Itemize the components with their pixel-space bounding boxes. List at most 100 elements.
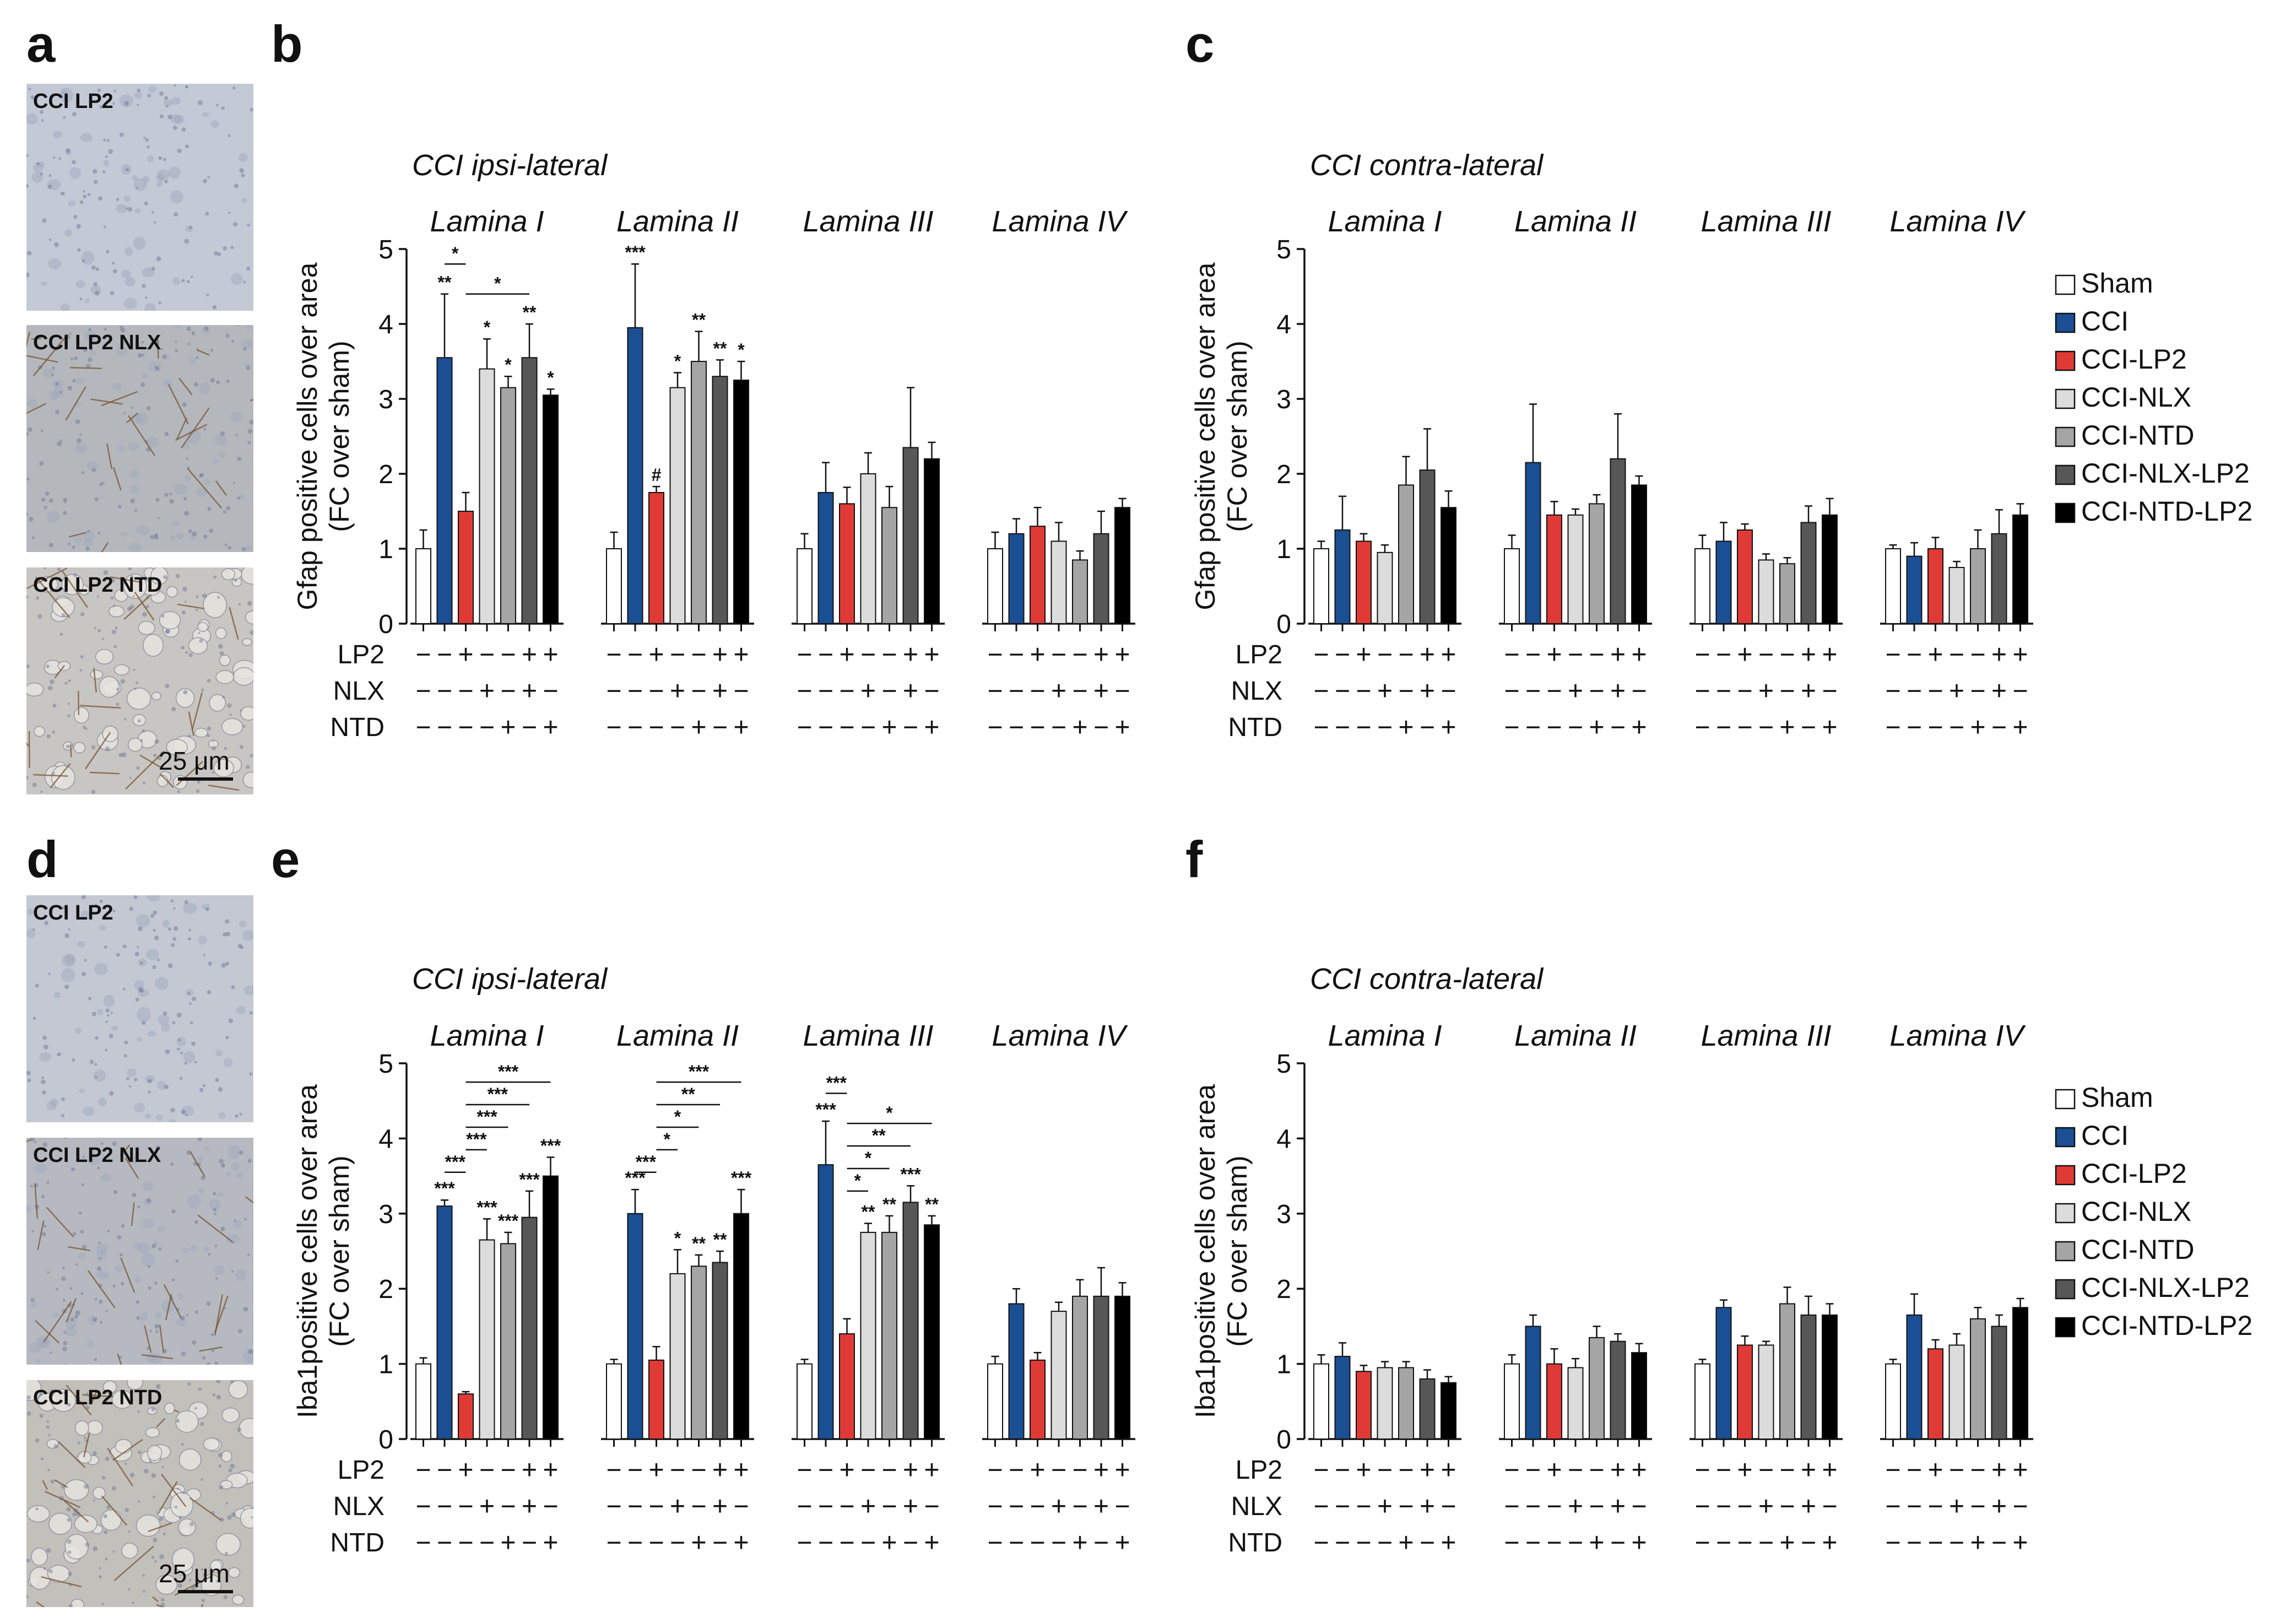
treatment-sign: − <box>1716 677 1731 706</box>
stain-dot <box>212 771 215 774</box>
stain-dot <box>164 180 168 183</box>
stain-dot <box>221 106 225 110</box>
cell-mark <box>209 694 226 712</box>
treatment-sign: − <box>1970 640 1985 669</box>
treatment-sign: + <box>1779 713 1795 742</box>
stain-dot <box>72 545 75 549</box>
stain-dot <box>176 1047 180 1051</box>
stain-dot <box>137 104 139 106</box>
cell-mark <box>157 169 170 181</box>
stain-dot <box>39 1392 42 1396</box>
fiber-mark <box>101 1495 128 1526</box>
stain-dot <box>184 900 188 905</box>
stain-dot <box>236 496 240 500</box>
bar-cci-nlx-lp2 <box>902 447 919 625</box>
stain-dot <box>127 207 133 212</box>
stain-dot <box>242 724 246 728</box>
cell-mark <box>100 1509 122 1531</box>
treatment-sign: − <box>797 713 812 742</box>
micrograph-background <box>26 1138 253 1365</box>
cell-mark <box>145 1075 155 1083</box>
stain-dot <box>80 612 85 616</box>
bar-sham <box>1504 1363 1520 1440</box>
stain-dot <box>82 259 85 263</box>
chart-title: CCI ipsi-lateral <box>412 962 608 996</box>
stain-dot <box>110 291 115 295</box>
y-tick-label: 0 <box>1276 610 1291 639</box>
treatment-sign: − <box>1779 1456 1795 1485</box>
treatment-sign: − <box>691 1492 706 1521</box>
stain-dot <box>117 1235 122 1240</box>
legend-entry: CCI-NLX-LP2 <box>2081 1272 2250 1303</box>
treatment-sign: − <box>1114 677 1130 706</box>
y-tick-label: 4 <box>378 1124 393 1154</box>
treatment-sign: − <box>881 1456 897 1485</box>
treatment-sign: − <box>1885 677 1900 706</box>
treatment-sign: + <box>1737 1456 1752 1485</box>
stain-dot <box>84 1437 86 1440</box>
stain-dot <box>142 284 146 288</box>
cell-mark <box>26 928 36 938</box>
bar-cci-nlx-lp2 <box>902 1202 919 1440</box>
cell-mark <box>31 171 44 183</box>
treatment-sign: − <box>1907 640 1922 669</box>
stain-dot <box>47 184 52 189</box>
significance-mark: * <box>505 355 512 375</box>
stain-dot <box>46 1181 50 1184</box>
stain-dot <box>216 1580 219 1583</box>
fiber-mark <box>66 1385 92 1416</box>
stain-dot <box>116 198 120 201</box>
bar-cci <box>627 327 643 624</box>
stain-dot <box>72 112 77 117</box>
stain-dot <box>240 709 242 712</box>
stain-dot <box>219 651 224 656</box>
fiber-mark <box>68 1246 91 1252</box>
stain-dot <box>134 688 137 690</box>
treatment-sign: − <box>670 640 685 669</box>
treatment-sign: + <box>1093 1456 1109 1485</box>
treatment-sign: + <box>1114 1456 1130 1485</box>
cell-mark <box>172 277 180 285</box>
treatment-sign: + <box>1822 1528 1837 1557</box>
stain-dot <box>105 155 108 158</box>
treatment-sign: − <box>1051 1528 1066 1557</box>
cell-mark <box>239 494 246 500</box>
legend-entry: CCI-NTD-LP2 <box>2081 496 2252 527</box>
treatment-sign: − <box>1589 1492 1604 1521</box>
stain-dot <box>165 684 170 688</box>
stain-dot <box>199 1088 204 1093</box>
bar-cci-lp2 <box>648 1359 664 1440</box>
chart-title: CCI contra-lateral <box>1310 962 1544 996</box>
cell-mark <box>240 706 253 721</box>
stain-dot <box>51 374 54 377</box>
stain-dot <box>138 1450 142 1454</box>
significance-mark: ** <box>523 302 537 322</box>
bar-cci <box>1906 1314 1923 1440</box>
stain-dot <box>113 645 117 648</box>
treatment-sign: + <box>1970 713 1985 742</box>
stain-dot <box>68 542 71 545</box>
stain-dot <box>63 497 68 502</box>
cell-mark <box>209 1198 221 1211</box>
stain-dot <box>79 200 84 204</box>
stain-dot <box>26 596 29 599</box>
stain-dot <box>212 739 215 742</box>
treatment-sign: − <box>1525 677 1541 706</box>
stain-dot <box>128 1588 131 1591</box>
stain-dot <box>171 707 176 712</box>
stain-dot <box>180 1051 183 1054</box>
cell-mark <box>119 94 134 107</box>
bar-cci-ntd-lp2 <box>733 380 749 624</box>
stain-dot <box>103 225 106 228</box>
fiber-mark <box>90 398 123 405</box>
treatment-sign: − <box>881 677 897 706</box>
treatment-row-label: LP2 <box>1236 1456 1282 1485</box>
fiber-mark <box>125 750 165 790</box>
fiber-mark <box>157 1481 178 1515</box>
stain-dot <box>225 1551 228 1555</box>
stain-dot <box>99 1567 101 1570</box>
treatment-sign: + <box>1991 640 2007 669</box>
stain-dot <box>62 1346 67 1351</box>
